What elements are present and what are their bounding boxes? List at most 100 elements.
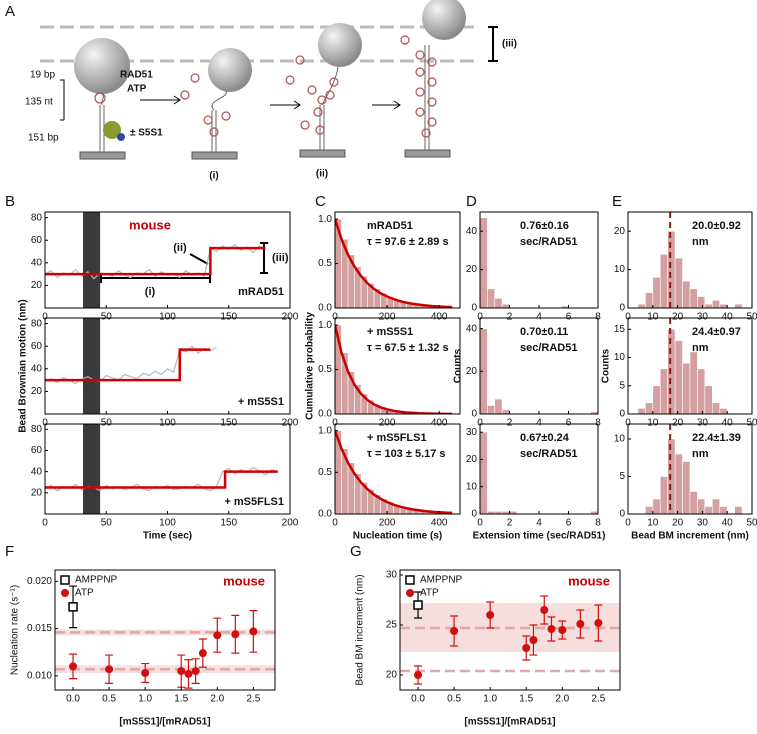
x-axis-label: [mS5S1]/[mRAD51] bbox=[119, 717, 210, 728]
y-tick-label: 20 bbox=[614, 226, 626, 237]
point bbox=[231, 630, 240, 639]
x-tick-label: 0 bbox=[42, 312, 48, 323]
plot-area bbox=[335, 324, 453, 414]
legend-label: AMPPNP bbox=[420, 575, 463, 586]
x-tick-label: 0 bbox=[332, 418, 338, 429]
surface bbox=[191, 151, 238, 160]
plot-area bbox=[400, 603, 620, 673]
chart: 0 10 20 0 10 20 30 40 50 20.0±0.92 nm bbox=[614, 211, 757, 323]
bar bbox=[659, 368, 668, 414]
x-tick-label: 4 bbox=[536, 518, 542, 529]
bar bbox=[704, 506, 713, 514]
annotation: 0.67±0.24 bbox=[520, 432, 570, 444]
fit-line bbox=[45, 348, 211, 382]
bar bbox=[667, 230, 676, 308]
x-tick-label: 6 bbox=[566, 418, 572, 429]
x-tick-label: 150 bbox=[220, 518, 237, 529]
bar bbox=[689, 351, 698, 414]
bar bbox=[667, 438, 676, 514]
fit-curve bbox=[335, 430, 453, 514]
label: 151 bp bbox=[28, 133, 59, 144]
x-tick-label: 10 bbox=[647, 418, 659, 429]
dna bbox=[424, 45, 430, 150]
bar bbox=[645, 402, 654, 414]
label: 19 bp bbox=[30, 70, 55, 81]
bar bbox=[674, 257, 683, 308]
x-tick-label: 30 bbox=[697, 312, 709, 323]
annotation: + mS5FLS1 bbox=[367, 432, 427, 444]
x-axis-label: Bead BM increment (nm) bbox=[631, 531, 749, 542]
bar bbox=[494, 298, 503, 308]
y-tick-label: 30 bbox=[386, 570, 398, 581]
y-axis-label: Bead Brownian motion (nm) bbox=[18, 299, 29, 432]
annotation: sec/RAD51 bbox=[520, 236, 577, 248]
legend-marker bbox=[61, 589, 69, 597]
point bbox=[177, 667, 186, 676]
x-tick-label: 100 bbox=[159, 418, 176, 429]
bar bbox=[704, 385, 713, 414]
x-tick-label: 400 bbox=[431, 312, 448, 323]
annotation: + mS5FLS1 bbox=[224, 496, 284, 508]
x-tick-label: 6 bbox=[566, 312, 572, 323]
y-tick-label: 0 bbox=[471, 409, 477, 420]
y-tick-label: 20 bbox=[31, 487, 43, 498]
plot-area bbox=[335, 430, 453, 514]
legend-marker bbox=[405, 575, 415, 585]
bar bbox=[704, 303, 713, 308]
legend-marker bbox=[60, 575, 70, 585]
x-tick-label: 0 bbox=[477, 312, 483, 323]
bar bbox=[712, 498, 721, 514]
x-tick-label: 50 bbox=[101, 418, 113, 429]
bar bbox=[637, 303, 646, 308]
plot-area bbox=[45, 212, 266, 308]
bar bbox=[652, 385, 661, 414]
surface bbox=[404, 149, 451, 158]
y-tick-label: 20 bbox=[466, 366, 478, 377]
point bbox=[105, 665, 114, 674]
x-tick-label: 20 bbox=[672, 418, 684, 429]
arrow bbox=[140, 95, 401, 110]
x-axis-label: [mS5S1]/[mRAD51] bbox=[464, 717, 555, 728]
x-tick-label: 10 bbox=[647, 312, 659, 323]
point bbox=[413, 600, 423, 610]
bar bbox=[659, 476, 668, 514]
x-axis-label: Nucleation time (s) bbox=[353, 531, 442, 542]
x-tick-label: 50 bbox=[746, 312, 757, 323]
bar bbox=[501, 409, 510, 414]
bar bbox=[719, 506, 728, 514]
bar bbox=[494, 398, 503, 414]
y-tick-label: 15 bbox=[614, 324, 626, 335]
bar bbox=[652, 498, 661, 514]
legend-label: AMPPNP bbox=[75, 575, 118, 586]
x-tick-label: 50 bbox=[746, 418, 757, 429]
legend-marker bbox=[406, 589, 414, 597]
x-tick-label: 200 bbox=[379, 418, 396, 429]
chart: 0 20 40 0 2 4 6 8 Counts 0.70±0.11 sec/RAD51 bbox=[453, 317, 601, 429]
y-tick-label: 10 bbox=[614, 434, 626, 445]
legend-label: ATP bbox=[75, 588, 94, 599]
x-tick-label: 30 bbox=[697, 418, 709, 429]
x-tick-label: 2 bbox=[507, 518, 513, 529]
x-tick-label: 0 bbox=[477, 518, 483, 529]
chart: 0.0 0.5 1.0 0 200 400 mRAD51 τ = 97.6 ± 2.89 s bbox=[318, 211, 461, 323]
y-tick-label: 1.0 bbox=[318, 214, 332, 225]
bar bbox=[645, 292, 654, 308]
x-tick-label: 0 bbox=[625, 312, 631, 323]
x-tick-label: 6 bbox=[566, 518, 572, 529]
rad51-group bbox=[94, 35, 437, 138]
annotation: nm bbox=[692, 342, 709, 354]
y-tick-label: 20 bbox=[466, 454, 478, 465]
bar bbox=[501, 303, 510, 308]
axes-frame bbox=[627, 317, 753, 415]
x-tick-label: 1.0 bbox=[138, 694, 152, 705]
plot-area bbox=[645, 424, 743, 514]
y-tick-label: 20 bbox=[31, 386, 43, 397]
bar bbox=[697, 498, 706, 514]
annotation: mouse bbox=[129, 217, 171, 232]
x-tick-label: 0.0 bbox=[66, 694, 80, 705]
annotation: + mS5S1 bbox=[367, 326, 413, 338]
annotation: mRAD51 bbox=[367, 220, 413, 232]
x-tick-label: 1.0 bbox=[483, 694, 497, 705]
plot-area bbox=[480, 328, 598, 414]
